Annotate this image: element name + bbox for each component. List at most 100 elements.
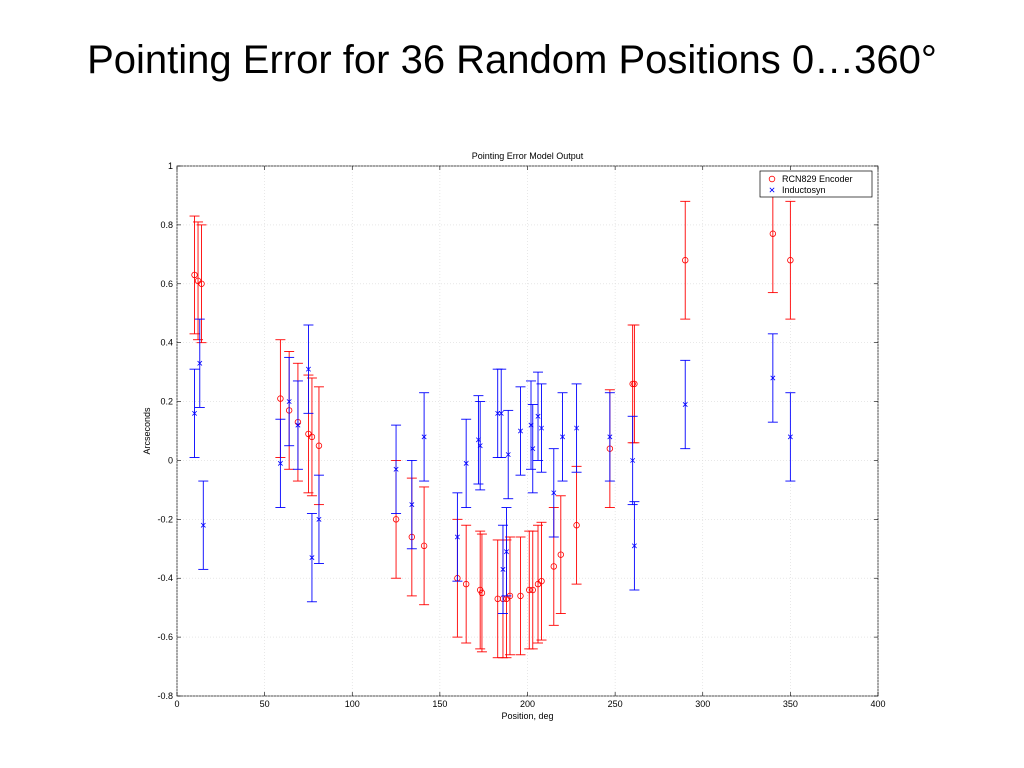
y-tick-label: 0 [168,455,173,465]
x-tick-label: 0 [174,699,179,709]
legend-x-stroke [769,187,775,193]
data-point [420,542,428,550]
x-tick-label: 100 [345,699,360,709]
x-tick-label: 200 [520,699,535,709]
data-point [629,380,636,388]
data-point [495,410,501,416]
data-point-stroke [500,566,506,572]
data-point-stroke [197,360,203,366]
data-point [308,433,316,441]
series-1 [189,318,796,615]
data-point [550,563,557,570]
y-tick-label: 0.2 [160,397,173,407]
data-point [503,549,509,555]
data-point [787,434,793,440]
data-point-stroke [631,543,637,549]
legend-label-inductosyn: Inductosyn [782,185,826,195]
data-point [574,425,580,431]
axis-ticks: 0 50 100 150 200 250 300 350 400 -0.8 -0.6 -0.4 -0.2… [157,161,885,709]
data-point [409,502,415,508]
data-point-stroke [295,422,301,428]
data-point [309,555,315,561]
data-point-stroke [463,460,469,466]
data-point [421,434,427,440]
data-point-stroke [409,502,415,508]
data-point [316,516,322,522]
x-tick-label: 350 [783,699,798,709]
data-point [573,522,580,529]
data-point-stroke [286,399,292,405]
data-point [315,442,323,449]
data-point-stroke [505,452,511,458]
data-point [305,366,311,372]
data-point [770,375,776,381]
data-point [277,460,283,466]
x-tick-label: 50 [260,699,270,709]
y-tick-label: 0.4 [160,338,173,348]
data-point-stroke [518,428,523,434]
y-tick-label: -0.4 [157,573,173,583]
data-point-stroke [787,434,793,440]
x-tick-label: 300 [695,699,710,709]
chart-title: Pointing Error Model Output [472,151,584,161]
data-point [498,410,504,416]
legend-box [759,170,873,198]
data-point [197,360,203,366]
data-point [530,446,536,452]
x-tick-label: 400 [870,699,885,709]
data-point-stroke [421,434,427,440]
data-point [557,551,564,558]
data-point-stroke [192,410,198,416]
data-point-stroke [551,490,557,496]
data-point-stroke [630,457,636,463]
y-tick-label: 0.8 [160,220,173,230]
data-point [538,577,545,585]
data-point [392,516,400,523]
y-tick-label: -0.8 [157,691,173,701]
x-axis-label: Position, deg [501,711,553,721]
data-point-stroke [574,425,580,431]
data-point [478,589,486,597]
data-point-stroke [607,434,613,440]
series-layer [189,174,796,659]
data-point [551,490,557,496]
data-point [462,580,470,588]
data-point [560,434,566,440]
data-point [631,380,638,388]
data-point-stroke [560,434,566,440]
data-point-stroke [316,516,322,522]
data-point [539,425,545,431]
data-point [787,257,794,264]
data-point [286,399,292,405]
data-point-stroke [503,549,509,555]
data-point [526,586,533,594]
data-point-stroke [200,522,206,528]
data-point-stroke [535,413,541,419]
data-point [682,257,689,264]
data-point-stroke [539,425,545,431]
x-tick-label: 150 [432,699,447,709]
data-point [463,460,469,466]
data-point [277,395,284,402]
data-point [477,443,483,449]
y-tick-label: -0.6 [157,632,173,642]
data-point-stroke [277,460,283,466]
slide-title: Pointing Error for 36 Random Positions 0… [87,38,937,82]
data-point-stroke [770,375,776,381]
data-point [200,522,206,528]
data-point-stroke [477,443,483,449]
data-point [630,457,636,463]
data-point [769,230,777,237]
data-point-stroke [393,466,399,472]
data-point [607,434,613,440]
data-point-stroke [530,446,536,452]
data-point [192,410,198,416]
data-point [500,566,506,572]
data-point [454,534,460,540]
legend-label-rcn829: RCN829 Encoder [782,174,853,184]
data-point [535,413,541,419]
data-point [529,586,536,594]
x-tick-label: 250 [608,699,623,709]
legend: RCN829 Encoder Inductosyn [759,170,873,198]
